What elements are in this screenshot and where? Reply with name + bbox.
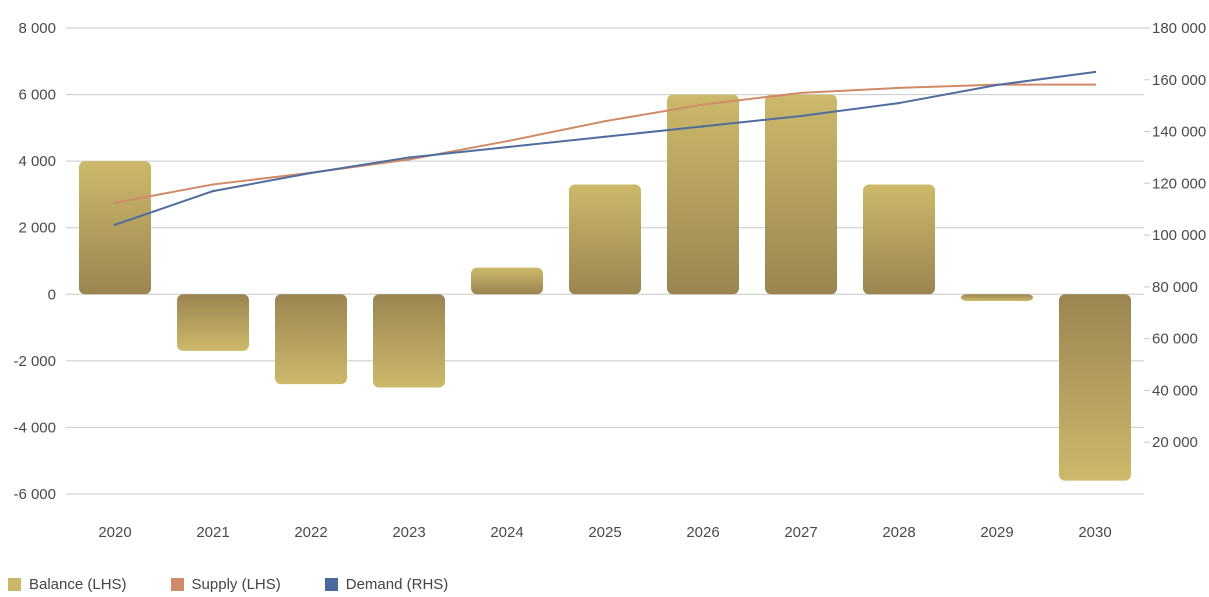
right-tick-label: 100 000	[1152, 227, 1206, 244]
left-tick-label: -4 000	[13, 419, 56, 436]
left-tick-label: -2 000	[13, 353, 56, 370]
legend: Balance (LHS) Supply (LHS) Demand (RHS)	[8, 576, 448, 593]
x-tick-label: 2026	[686, 524, 719, 541]
demand-line-point	[995, 83, 999, 87]
legend-item-demand: Demand (RHS)	[324, 576, 449, 593]
demand-line-point	[407, 156, 411, 159]
legend-label-supply: Supply (LHS)	[191, 576, 281, 593]
right-tick-label: 140 000	[1152, 124, 1206, 141]
balance-bar	[667, 94, 739, 295]
left-tick-label: 2 000	[18, 220, 56, 237]
right-tick-label: 60 000	[1152, 331, 1198, 348]
left-tick-label: 6 000	[18, 87, 56, 104]
supply-line-point	[603, 120, 607, 123]
right-tick-label: 40 000	[1152, 382, 1198, 399]
combo-chart: -6 000 -4 000 -2 000 0 2 000 4 000 6 000 8 000 2…	[13, 20, 1206, 541]
supply-line-point	[113, 201, 117, 204]
balance-bar	[275, 294, 347, 385]
legend-item-balance: Balance (LHS)	[8, 576, 127, 593]
demand-line-point	[113, 223, 117, 226]
balance-bar	[471, 267, 543, 295]
balance-bar	[961, 294, 1033, 301]
left-tick-label: 8 000	[18, 20, 56, 37]
demand-line-point	[505, 145, 509, 149]
demand-line-point	[603, 135, 607, 138]
balance-bar	[79, 161, 151, 295]
demand-line-point	[211, 189, 215, 193]
left-tick-label: 4 000	[18, 153, 56, 170]
left-tick-label: 0	[48, 286, 56, 303]
x-tick-label: 2023	[392, 524, 425, 541]
supply-swatch-icon	[170, 578, 184, 591]
balance-bar	[1059, 294, 1131, 481]
supply-line-point	[505, 139, 509, 143]
balance-bar	[863, 184, 935, 295]
supply-line-point	[1093, 83, 1097, 86]
supply-line-point	[211, 183, 215, 186]
x-tick-label: 2025	[588, 524, 621, 541]
left-tick-label: -6 000	[13, 486, 56, 503]
x-tick-label: 2022	[294, 524, 327, 541]
balance-swatch-icon	[8, 578, 21, 591]
right-tick-label: 80 000	[1152, 279, 1198, 296]
legend-label-demand: Demand (RHS)	[345, 576, 449, 593]
supply-line-point	[799, 91, 803, 95]
legend-label-balance: Balance (LHS)	[29, 576, 127, 593]
balance-bar	[569, 184, 641, 295]
x-tick-label: 2030	[1078, 524, 1111, 541]
right-tick-label: 120 000	[1152, 175, 1206, 192]
x-tick-label: 2028	[882, 524, 915, 541]
x-tick-label: 2024	[490, 524, 523, 541]
x-tick-label: 2021	[196, 524, 229, 541]
x-tick-label: 2020	[98, 524, 131, 541]
right-tick-label: 160 000	[1152, 72, 1206, 89]
balance-bar	[765, 94, 837, 295]
x-tick-label: 2027	[784, 524, 817, 541]
right-tick-label: 20 000	[1152, 434, 1198, 451]
demand-swatch-icon	[324, 578, 338, 591]
demand-line-point	[897, 101, 901, 105]
demand-line-point	[799, 114, 803, 118]
supply-line-point	[407, 158, 411, 161]
supply-line-point	[897, 86, 901, 90]
supply-line-point	[701, 103, 705, 106]
right-tick-label: 180 000	[1152, 20, 1206, 37]
x-tick-label: 2029	[980, 524, 1013, 541]
demand-line-point	[701, 125, 705, 128]
balance-bar	[177, 294, 249, 351]
demand-line-point	[1093, 70, 1097, 74]
legend-item-supply: Supply (LHS)	[170, 576, 281, 593]
balance-bar	[373, 294, 445, 388]
demand-line-point	[309, 171, 313, 175]
